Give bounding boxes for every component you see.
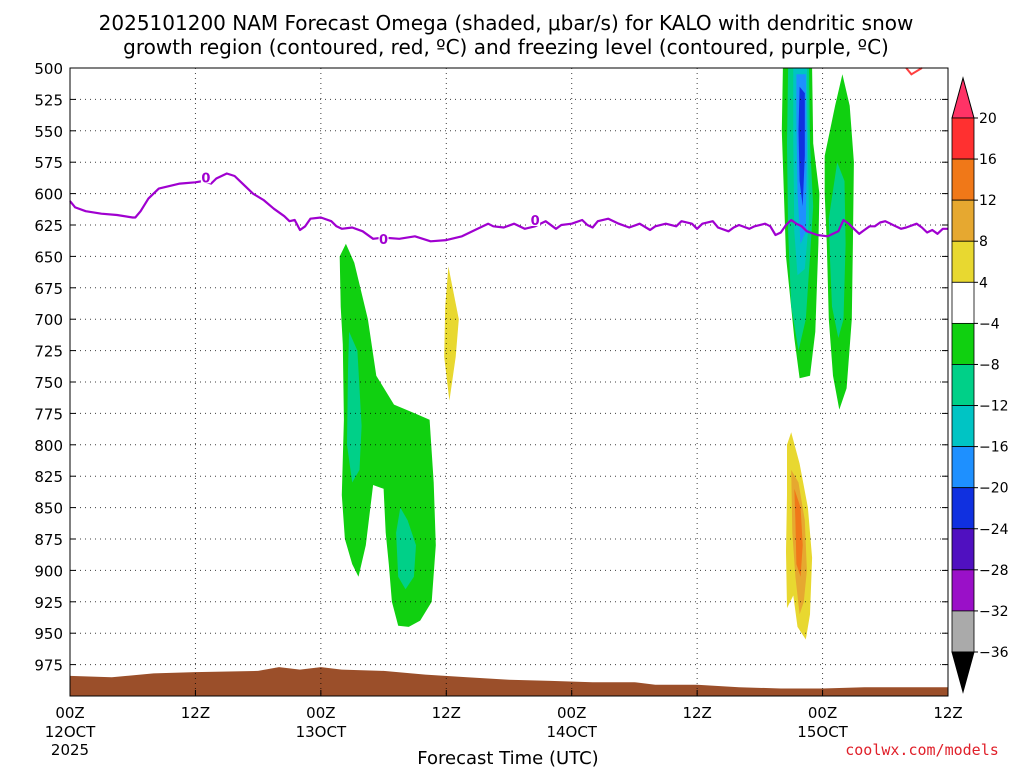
colorbar-segment	[951, 322, 975, 365]
colorbar-label: 20	[979, 111, 997, 127]
y-tick-label: 600	[34, 186, 63, 204]
contour-label-bg	[200, 169, 211, 184]
colorbar-label: −32	[979, 604, 1009, 620]
y-tick-label: 675	[34, 280, 63, 298]
plot-background	[70, 68, 948, 696]
dgz-contour	[905, 67, 923, 76]
colorbar-segment	[951, 364, 975, 406]
x-tick-label: 12Z	[432, 704, 461, 722]
colorbar-segment	[951, 117, 975, 160]
colorbar-segment	[951, 281, 975, 324]
colorbar-label: −4	[979, 316, 1000, 332]
omega-shading	[339, 68, 854, 640]
x-tick-label: 12Z	[933, 704, 962, 722]
y-tick-label: 650	[34, 248, 63, 266]
y-tick-label: 825	[34, 468, 63, 486]
colorbar-segment	[951, 487, 975, 530]
y-tick-label: 725	[34, 343, 63, 361]
colorbar-label: −8	[979, 357, 1000, 373]
x-tick-label: 12Z	[181, 704, 210, 722]
colorbar-segment	[951, 240, 975, 283]
chart-title-line2: growth region (contoured, red, ºC) and f…	[123, 35, 889, 59]
y-tick-label: 800	[34, 437, 63, 455]
colorbar: 20 16 12 8 4 −4 −8 −12 −16 −20 −24 −28 −32 −36	[951, 76, 1009, 694]
x-date-label: 14OCT	[546, 723, 597, 741]
freezing-level-label: 0	[201, 171, 210, 186]
chart-title-line1: 2025101200 NAM Forecast Omega (shaded, μ…	[99, 11, 914, 35]
omega-region-3	[444, 266, 459, 401]
colorbar-label: 16	[979, 152, 997, 168]
y-tick-label: 875	[34, 531, 63, 549]
colorbar-segment	[951, 528, 975, 571]
y-tick-label: 575	[34, 154, 63, 172]
x-date-label: 13OCT	[296, 723, 347, 741]
freezing-level-label: 0	[379, 233, 388, 248]
colorbar-label: −16	[979, 440, 1009, 456]
plot-area	[70, 68, 948, 696]
y-tick-label: 550	[34, 123, 63, 141]
y-tick-label: 525	[34, 91, 63, 109]
x-year-label: 2025	[51, 741, 89, 759]
colorbar-segment	[951, 199, 975, 242]
x-date-label: 12OCT	[45, 723, 96, 741]
omega-region-8	[798, 86, 805, 207]
colorbar-segment	[951, 610, 975, 653]
colorbar-label: −36	[979, 645, 1009, 661]
y-tick-label: 500	[34, 60, 63, 78]
freezing-level-line	[69, 172, 948, 243]
y-tick-label: 975	[34, 657, 63, 675]
colorbar-label: −28	[979, 563, 1009, 579]
terrain-layer	[70, 667, 948, 696]
x-tick-label: 00Z	[808, 704, 837, 722]
omega-region-2	[396, 507, 416, 590]
colorbar-segment	[951, 446, 975, 489]
y-tick-label: 750	[34, 374, 63, 392]
omega-region-13	[794, 488, 803, 577]
y-tick-label: 775	[34, 405, 63, 423]
omega-region-0	[339, 243, 436, 627]
contour-label-bg	[530, 211, 541, 226]
colorbar-tip-top	[951, 76, 975, 119]
colorbar-label: 12	[979, 193, 997, 209]
contour-lines: 0 0 0	[69, 67, 948, 248]
freezing-level-label: 0	[531, 214, 540, 229]
y-tick-label: 700	[34, 311, 63, 329]
colorbar-tip-bottom	[951, 651, 975, 694]
colorbar-label: −24	[979, 522, 1009, 538]
colorbar-label: −20	[979, 481, 1009, 497]
colorbar-segment	[951, 158, 975, 201]
terrain-fill	[70, 667, 948, 696]
x-axis-title: Forecast Time (UTC)	[417, 748, 598, 768]
x-tick-label: 12Z	[682, 704, 711, 722]
contour-label-bg	[378, 230, 389, 245]
y-tick-label: 900	[34, 562, 63, 580]
colorbar-label: 4	[979, 275, 988, 291]
omega-region-10	[828, 162, 846, 338]
colorbar-label: −12	[979, 399, 1009, 415]
y-tick-label: 625	[34, 217, 63, 235]
colorbar-segment	[951, 405, 975, 448]
x-tick-label: 00Z	[557, 704, 586, 722]
x-tick-label: 00Z	[306, 704, 335, 722]
colorbar-label: 8	[979, 234, 988, 250]
axes: 500 525 550 575 600 625 650 675 700 725 750 775 800 8…	[34, 60, 962, 759]
x-date-label: 15OCT	[797, 723, 848, 741]
y-tick-label: 850	[34, 500, 63, 518]
y-tick-label: 950	[34, 625, 63, 643]
watermark: coolwx.com/models	[845, 741, 999, 759]
colorbar-segment	[951, 569, 975, 612]
x-tick-label: 00Z	[55, 704, 84, 722]
y-tick-label: 925	[34, 594, 63, 612]
